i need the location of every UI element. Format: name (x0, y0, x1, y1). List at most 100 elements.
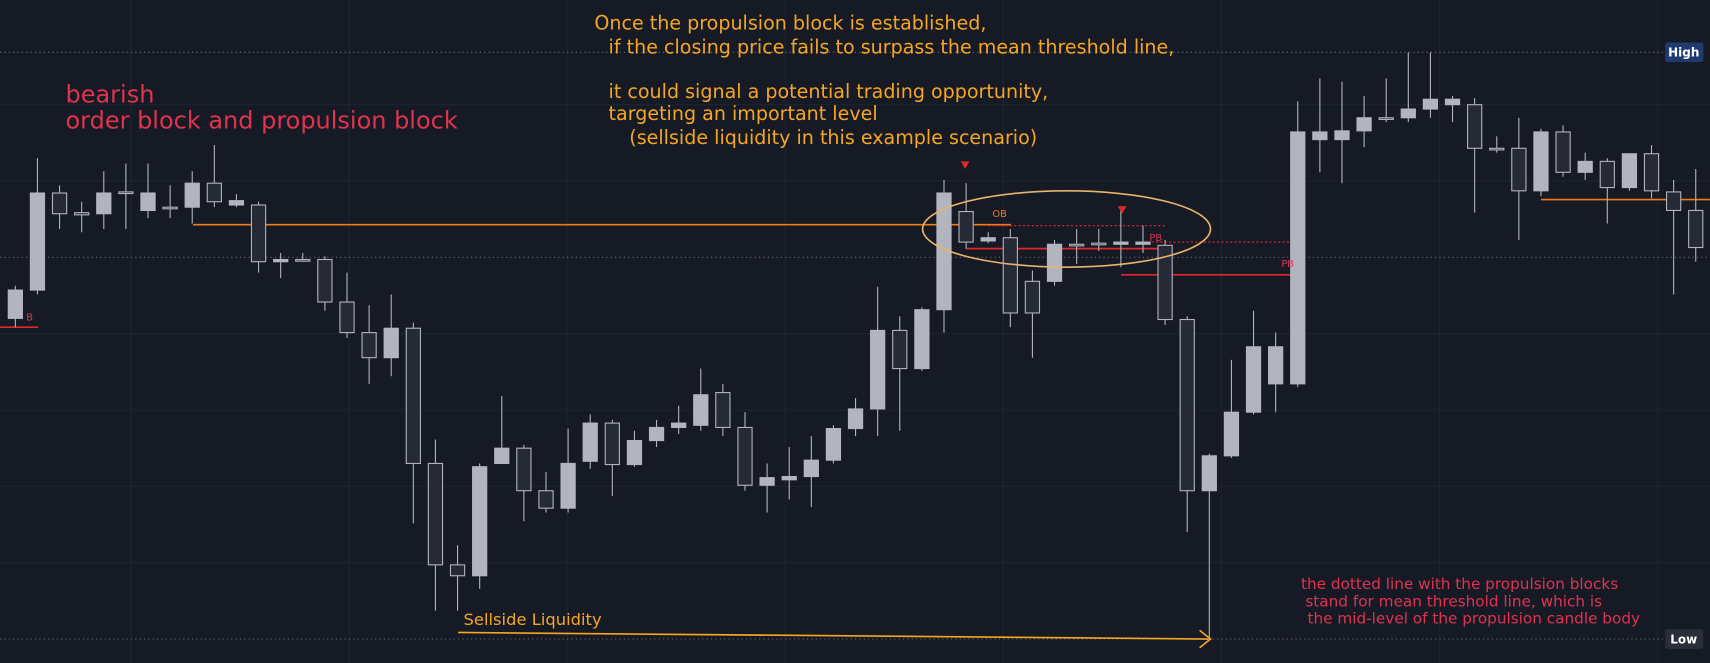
pb-tag: PB (1149, 233, 1162, 244)
arrow-head (1199, 629, 1212, 649)
candle-body (317, 258, 333, 303)
candle-body (737, 426, 753, 486)
candle-body (96, 192, 112, 215)
candle-body (1400, 108, 1416, 119)
candle-body (1002, 237, 1018, 314)
candle-body (1245, 346, 1262, 413)
candle-body (1201, 455, 1217, 492)
candle-body (1268, 346, 1284, 385)
candle-body (1467, 104, 1483, 149)
high-badge (1665, 42, 1704, 63)
candle-body (781, 475, 797, 481)
candle-body (1511, 147, 1527, 192)
candle-body (1444, 98, 1461, 106)
candle-body (1312, 131, 1328, 141)
sellside-label: Sellside Liquidity (464, 610, 602, 629)
pb-tag: PB (1281, 259, 1294, 270)
candle-body (626, 440, 643, 466)
candle-body (693, 394, 709, 426)
candle-body (1046, 243, 1063, 282)
candle-body (582, 422, 598, 462)
candle-body (604, 422, 620, 466)
candle-body (825, 428, 842, 461)
candle-body (1422, 98, 1439, 110)
candle-body (1577, 160, 1593, 173)
ob-tag: B (26, 313, 33, 324)
candle-body (1024, 280, 1041, 314)
levels (0, 51, 1710, 640)
candle-body (803, 459, 819, 478)
candle-body (51, 192, 68, 215)
note: if the closing price fails to surpass th… (609, 36, 1175, 58)
candle-body (914, 309, 930, 370)
low-badge (1665, 629, 1704, 649)
candle-body (1555, 131, 1571, 173)
note: (sellside liquidity in this example scen… (629, 127, 1037, 149)
candle-body (405, 327, 421, 464)
highlight-ellipse (921, 190, 1212, 268)
low-label: Low (1670, 632, 1697, 646)
candles (7, 52, 1704, 640)
candle-body (516, 447, 532, 492)
candle-body (1113, 241, 1129, 245)
candle-body (118, 191, 134, 195)
candle-body (1223, 411, 1240, 457)
candle-body (162, 206, 178, 210)
footnote: stand for mean threshold line, which is (1305, 592, 1602, 610)
candle-body (273, 258, 289, 263)
candle-body (1356, 117, 1372, 132)
candle-body (759, 477, 775, 486)
candle-body (1621, 153, 1638, 189)
candle-body (1179, 318, 1195, 492)
candle-body (980, 237, 996, 242)
candle-body (1378, 117, 1394, 120)
arrow-line (458, 631, 1209, 640)
candle-body (383, 327, 399, 359)
ob-tag: OB (992, 209, 1007, 220)
candle-body (449, 564, 466, 577)
candle-body (1334, 130, 1350, 141)
candle-body (7, 289, 23, 319)
marker (1117, 206, 1127, 214)
candle-body (538, 490, 554, 509)
candle-body (1666, 191, 1682, 212)
candle-body (1599, 160, 1615, 189)
candle-body (671, 422, 687, 429)
candle-body (1489, 147, 1505, 151)
candle-body (295, 258, 311, 262)
candle-body (870, 329, 886, 410)
candle-body (715, 392, 731, 429)
candle-body (560, 462, 576, 509)
candle-body (184, 182, 200, 208)
candle-body (250, 204, 267, 263)
candle-body (427, 462, 444, 566)
marker (960, 161, 970, 170)
high-label: High (1668, 46, 1699, 60)
note: Once the propulsion block is established… (594, 12, 986, 34)
candle-body (1290, 131, 1306, 385)
candle-body (1091, 242, 1107, 246)
candle-body (206, 182, 222, 203)
candle-body (228, 200, 245, 206)
title: bearish (66, 81, 155, 109)
candle-body (361, 332, 377, 359)
footnote: the dotted line with the propulsion bloc… (1301, 575, 1618, 593)
candle-body (1135, 241, 1151, 245)
candle-body (1157, 244, 1173, 321)
candle-body (892, 329, 908, 370)
subtitle: order block and propulsion block (66, 107, 458, 135)
candle-body (648, 426, 665, 442)
candle-body (1069, 243, 1085, 247)
footnote: the mid-level of the propulsion candle b… (1308, 610, 1640, 628)
note: it could signal a potential trading oppo… (609, 81, 1049, 103)
candle-body (472, 466, 488, 577)
candle-body (339, 301, 355, 334)
candle-body (494, 447, 510, 464)
candle-body (958, 211, 974, 243)
overlays (458, 42, 1704, 649)
